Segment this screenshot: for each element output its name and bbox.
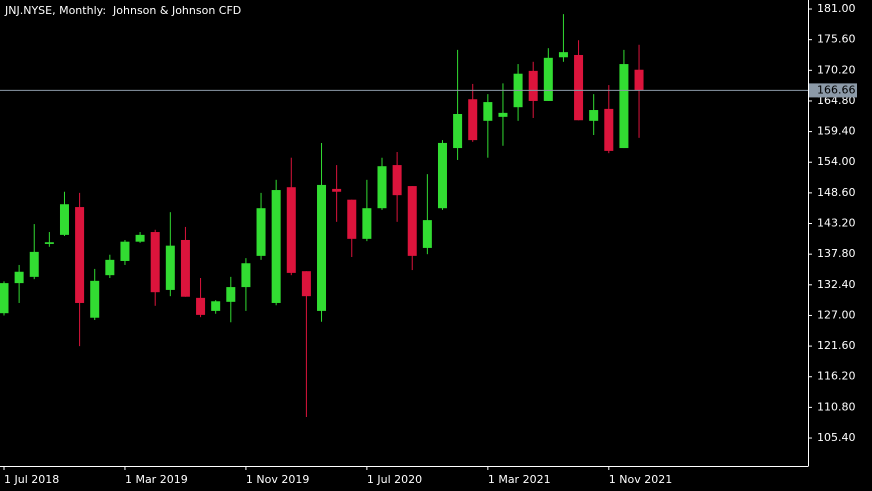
y-tick-label: 170.20 (817, 63, 856, 76)
candle-body (0, 283, 9, 314)
candle-body (558, 52, 568, 58)
y-tick-label: 148.60 (817, 186, 856, 199)
candle-body (165, 245, 175, 290)
candle-body (453, 114, 463, 149)
candle-body (362, 208, 372, 239)
y-tick-label: 175.60 (817, 33, 856, 46)
candle-body (604, 108, 614, 151)
y-tick-label: 137.80 (817, 247, 856, 260)
y-tick-label: 154.00 (817, 155, 856, 168)
x-tick-label: 1 Jul 2020 (367, 473, 422, 486)
candle-body (422, 220, 432, 248)
candle-body (392, 165, 402, 196)
candle-body (437, 142, 447, 209)
price-label: 166.66 (817, 83, 856, 96)
candle-body (211, 301, 221, 311)
y-tick-label: 110.80 (817, 400, 856, 413)
candle-body (180, 239, 190, 297)
candle-body (256, 208, 266, 256)
candle-body (543, 57, 553, 101)
candle-body (634, 69, 644, 91)
candle-body (498, 112, 508, 117)
candle-body (29, 251, 39, 277)
y-tick-label: 116.20 (817, 370, 856, 383)
y-tick-label: 127.00 (817, 308, 856, 321)
candle-body (332, 188, 342, 192)
y-tick-label: 132.40 (817, 278, 856, 291)
candle-body (377, 166, 387, 209)
candle-body (347, 199, 357, 239)
candle-body (135, 234, 145, 242)
x-tick-label: 1 Nov 2019 (246, 473, 309, 486)
x-tick-label: 1 Mar 2021 (488, 473, 551, 486)
candle-body (105, 259, 115, 276)
candle-body (271, 190, 281, 303)
candle-body (468, 99, 478, 141)
candle-body (196, 297, 206, 315)
candle-body (407, 186, 417, 256)
x-tick-label: 1 Mar 2019 (125, 473, 188, 486)
y-tick-label: 181.00 (817, 2, 856, 15)
candle-body (528, 70, 538, 101)
x-tick-label: 1 Jul 2018 (4, 473, 59, 486)
y-tick-label: 105.40 (817, 431, 856, 444)
candle-body (90, 280, 100, 318)
candle-body (301, 271, 311, 297)
candle-body (59, 204, 69, 235)
candle-body (574, 54, 584, 121)
candle-body (14, 271, 24, 284)
candle-body (150, 232, 160, 293)
y-tick-label: 121.60 (817, 339, 856, 352)
x-tick-label: 1 Nov 2021 (609, 473, 672, 486)
y-tick-label: 143.20 (817, 217, 856, 230)
candle-body (317, 184, 327, 311)
candle-body (483, 102, 493, 121)
candle-body (44, 242, 54, 244)
y-tick-label: 159.40 (817, 125, 856, 138)
candle-body (589, 110, 599, 121)
candle-body (120, 241, 130, 261)
candle-body (241, 263, 251, 288)
candle-body (226, 287, 236, 302)
candle-body (75, 207, 85, 303)
candle-body (619, 64, 629, 149)
chart-title: JNJ.NYSE, Monthly: Johnson & Johnson CFD (4, 4, 241, 17)
price-label-box (809, 83, 857, 98)
candle-body (286, 187, 296, 273)
